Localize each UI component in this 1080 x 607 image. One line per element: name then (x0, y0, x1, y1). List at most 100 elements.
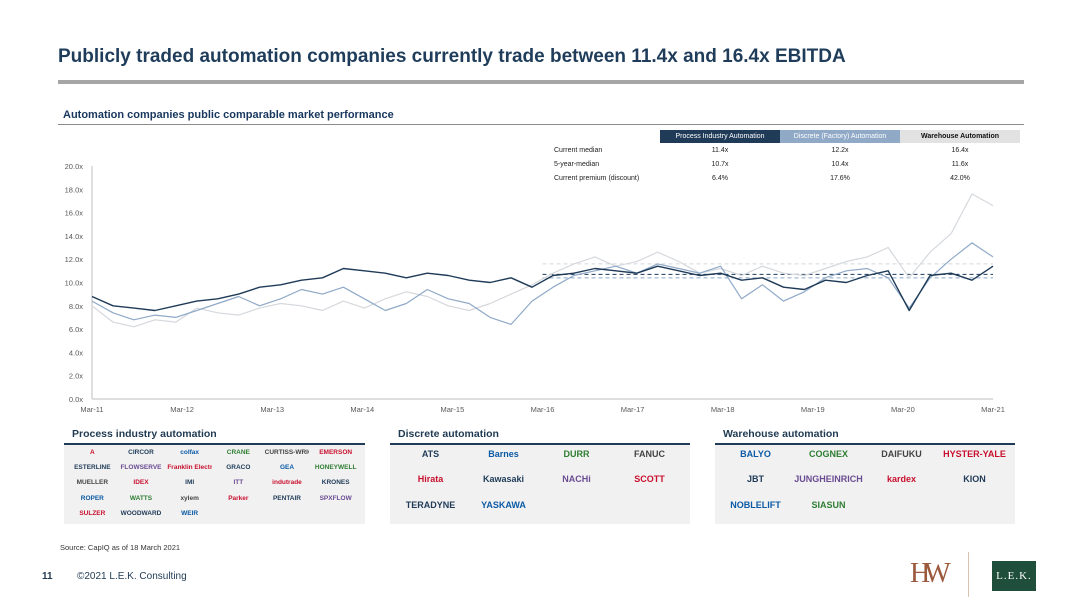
x-tick-label: Mar-15 (441, 405, 465, 414)
company-logo: SCOTT (634, 474, 665, 485)
company-logo: MUELLER (76, 479, 109, 487)
company-logo: YASKAWA (481, 499, 526, 510)
series-line (91, 242, 994, 325)
stats-col-discrete: Discrete (Factory) Automation (780, 130, 900, 143)
company-logo: CURTISS-WRIGHT (264, 449, 310, 456)
stats-cell: 11.6x (951, 160, 969, 168)
company-logo: indutrade (272, 479, 302, 487)
series-line (91, 265, 994, 312)
panel-discrete: Discrete automation ATS Barnes DURR FANUC Hi… (390, 428, 690, 524)
stats-cell: 42.0% (950, 174, 970, 182)
copyright: ©2021 L.E.K. Consulting (77, 571, 187, 582)
company-logo: NACHi (562, 474, 591, 485)
company-logo: SPXFLOW (319, 494, 352, 502)
company-logo: A (89, 449, 95, 456)
panel-title: Process industry automation (64, 428, 365, 445)
company-logo: IDEX (133, 479, 149, 487)
company-logo: FLOWSERVE (120, 464, 162, 472)
y-tick-label: 18.0x (65, 185, 84, 194)
x-tick-label: Mar-14 (350, 405, 374, 414)
company-logo: JUNGHEINRICH (794, 474, 863, 485)
logo-grid: ATS Barnes DURR FANUC Hirata Kawasaki NACHi SCO… (390, 445, 690, 524)
panel-title: Warehouse automation (715, 428, 1015, 445)
company-logo: ROPER (80, 494, 104, 502)
company-logo: JBT (746, 474, 764, 485)
stats-col-process: Process Industry Automation (660, 130, 780, 143)
company-logo: Hirata (417, 474, 444, 485)
company-logo: NOBLELIFT (730, 499, 781, 510)
y-tick-label: 8.0x (69, 302, 83, 311)
company-logo: ATS (421, 449, 440, 459)
stats-col-warehouse: Warehouse Automation (900, 130, 1020, 143)
panel-process: Process industry automation A CIRCOR colfa… (64, 428, 365, 524)
source-note: Source: CapIQ as of 18 March 2021 (60, 543, 181, 552)
stats-table: Process Industry Automation Discrete (Fa… (550, 130, 1020, 185)
y-tick-label: 2.0x (69, 372, 83, 381)
stats-row: 5-year-median 10.7x 10.4x 11.6x (550, 157, 1020, 171)
y-tick-label: 20.0x (65, 162, 84, 171)
company-logo: SULZER (79, 509, 106, 517)
logo-grid: BALYO COGNEX DAIFUKU HYSTER-YALE JBT JUNGHEIN… (715, 445, 1015, 524)
stats-row: Current premium (discount) 6.4% 17.6% 42… (550, 171, 1020, 185)
company-logo: HONEYWELL (314, 464, 357, 472)
hw-logo: HW (910, 558, 951, 589)
stats-cell: 17.6% (830, 174, 850, 182)
stats-cell: 6.4% (712, 174, 728, 182)
page-number: 11 (42, 571, 53, 582)
company-logo: SIASUN (811, 499, 846, 510)
y-tick-label: 0.0x (69, 395, 83, 404)
company-logo: Franklin Electric (167, 464, 212, 472)
company-logo: Kawasaki (482, 474, 525, 485)
x-tick-label: Mar-13 (260, 405, 284, 414)
chart-subtitle: Automation companies public comparable m… (63, 109, 394, 121)
stats-row-label: Current median (554, 146, 603, 154)
ebitda-multiple-line-chart: 0.0x 2.0x 4.0x 6.0x 8.0x 10.0x 12.0x 14.0x 16.0x… (65, 162, 1005, 414)
x-tick-label: Mar-11 (80, 405, 103, 414)
page-title: Publicly traded automation companies cur… (58, 46, 846, 67)
company-logo: ITT (233, 479, 244, 487)
company-logo: KRONES (321, 479, 350, 487)
company-logo: colfax (180, 449, 200, 456)
company-logo: CIRCOR (128, 449, 154, 456)
footer-divider (968, 552, 969, 597)
x-tick-label: Mar-20 (891, 405, 915, 414)
subtitle-divider (58, 124, 1024, 125)
company-logo: GEA (279, 464, 295, 472)
stats-row-label: 5-year-median (554, 160, 600, 168)
title-divider (58, 80, 1024, 84)
company-logo: WOODWARD (120, 509, 162, 517)
x-tick-label: Mar-17 (621, 405, 645, 414)
company-logo: kardex (886, 474, 917, 485)
y-tick-label: 12.0x (65, 255, 84, 264)
company-logo: WATTS (129, 494, 153, 502)
company-logo: EMERSON (319, 449, 353, 456)
company-logo: FANUC (634, 449, 665, 459)
stats-corner (550, 130, 660, 143)
stats-row: Current median 11.4x 12.2x 16.4x (550, 143, 1020, 157)
company-logo: xylem (180, 494, 199, 502)
company-logo: KION (963, 474, 986, 485)
x-tick-label: Mar-18 (711, 405, 735, 414)
stats-cell: 11.4x (711, 146, 729, 154)
y-tick-label: 10.0x (65, 279, 84, 288)
company-logo: HYSTER-YALE (943, 449, 1006, 459)
stats-cell: 10.7x (711, 160, 729, 168)
x-tick-label: Mar-16 (531, 405, 555, 414)
y-tick-label: 14.0x (65, 232, 84, 241)
company-logo: Barnes (488, 449, 519, 459)
logo-grid: A CIRCOR colfax CRANE CURTISS-WRIGHT EMERSON E… (64, 445, 365, 524)
stats-cell: 12.2x (831, 146, 849, 154)
company-logo: COGNEX (808, 449, 848, 459)
x-tick-label: Mar-19 (801, 405, 825, 414)
company-logo: DAIFUKU (881, 449, 922, 459)
company-logo: DURR (563, 449, 590, 459)
x-tick-label: Mar-12 (170, 405, 194, 414)
panel-title: Discrete automation (390, 428, 690, 445)
company-logo: IMI (185, 479, 195, 487)
stats-cell: 16.4x (951, 146, 969, 154)
company-logo: CRANE (226, 449, 250, 456)
panel-warehouse: Warehouse automation BALYO COGNEX DAIFUKU H… (715, 428, 1015, 524)
company-logo: ESTERLINE (74, 464, 111, 472)
series-line (91, 193, 994, 328)
company-logo: BALYO (740, 449, 771, 459)
